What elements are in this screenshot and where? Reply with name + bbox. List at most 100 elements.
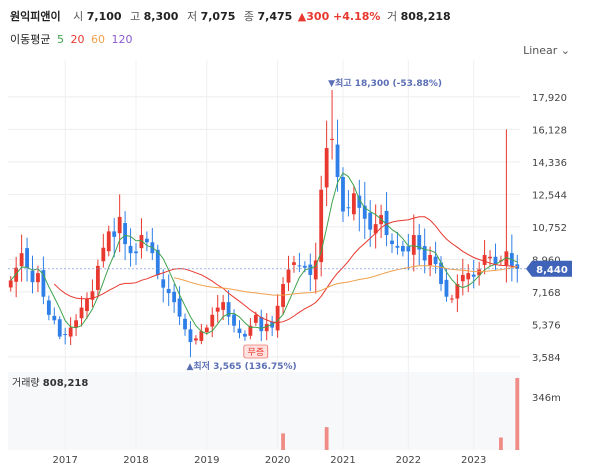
x-tick-label: 2021 bbox=[330, 455, 355, 466]
open-label: 시 bbox=[73, 10, 84, 23]
event-badge bbox=[243, 344, 269, 359]
candle-body bbox=[25, 248, 29, 268]
candle-body bbox=[357, 195, 362, 208]
candle-body bbox=[297, 265, 302, 267]
candle-body bbox=[155, 249, 160, 275]
candle-body bbox=[259, 316, 264, 332]
candle-body bbox=[264, 323, 269, 332]
ma-20: 20 bbox=[70, 33, 85, 46]
y-tick-label: 5,376 bbox=[532, 320, 561, 331]
candle-body bbox=[134, 251, 138, 254]
candle-body bbox=[400, 245, 405, 252]
candle-body bbox=[488, 256, 492, 259]
ma-120: 120 bbox=[111, 33, 133, 46]
volume-title-value: 808,218 bbox=[43, 378, 89, 389]
candle-body bbox=[161, 279, 166, 288]
candle-body bbox=[210, 314, 215, 327]
y-tick-label: 16,128 bbox=[532, 125, 567, 136]
y-tick-label: 17,920 bbox=[532, 93, 567, 104]
open-value: 7,100 bbox=[86, 10, 122, 23]
moving-average-legend[interactable]: 이동평균 5 20 60 120 bbox=[10, 31, 135, 47]
candle-body bbox=[177, 298, 182, 317]
volume-bar bbox=[499, 437, 503, 450]
candle-body bbox=[166, 288, 171, 294]
candle-body bbox=[85, 298, 89, 312]
candle-body bbox=[101, 247, 106, 262]
candle-body bbox=[139, 235, 144, 249]
candle-body bbox=[183, 318, 187, 330]
volume-value: 808,218 bbox=[400, 10, 451, 23]
candle-body bbox=[455, 284, 460, 299]
ma5-line bbox=[10, 172, 518, 335]
x-tick-label: 2023 bbox=[461, 455, 486, 466]
candle-body bbox=[41, 270, 46, 297]
quote-header: 원익피앤이 시 7,100 고 8,300 저 7,075 종 7,475 ▲3… bbox=[10, 8, 453, 24]
candle-body bbox=[308, 264, 313, 275]
low-label: 저 bbox=[186, 10, 198, 23]
candle-body bbox=[128, 245, 133, 254]
x-tick-label: 2018 bbox=[123, 455, 148, 466]
candle-body bbox=[123, 223, 128, 245]
x-tick-label: 2019 bbox=[194, 455, 219, 466]
candle-body bbox=[172, 291, 177, 303]
candle-body bbox=[406, 246, 411, 252]
candle-body bbox=[194, 338, 198, 341]
scale-label: Linear bbox=[523, 44, 558, 57]
candle-body bbox=[477, 269, 482, 276]
candle-body bbox=[450, 298, 454, 300]
volume-bar bbox=[324, 427, 329, 450]
max-price-annotation: ▼최고 18,300 (-53.88%) bbox=[328, 77, 442, 89]
current-price-label: 8,440 bbox=[536, 265, 568, 276]
candle-body bbox=[19, 253, 24, 267]
y-tick-label: 7,168 bbox=[532, 288, 561, 299]
change-value: ▲300 +4.18% bbox=[297, 10, 381, 23]
candle-body bbox=[232, 314, 236, 326]
candle-body bbox=[90, 291, 95, 300]
candle-body bbox=[95, 265, 100, 290]
candle-body bbox=[444, 279, 449, 297]
candle-body bbox=[199, 331, 204, 341]
candle-body bbox=[460, 274, 465, 282]
volume-label: 거 bbox=[386, 10, 398, 23]
candle-body bbox=[324, 147, 329, 188]
min-price-annotation: ▲최저 3,565 (136.75%) bbox=[186, 360, 296, 372]
candle-body bbox=[466, 273, 471, 280]
x-tick-label: 2017 bbox=[52, 455, 77, 466]
candle-body bbox=[482, 254, 487, 265]
low-value: 7,075 bbox=[200, 10, 236, 23]
candle-body bbox=[433, 256, 438, 265]
candle-body bbox=[346, 207, 351, 209]
candle-body bbox=[106, 231, 111, 252]
candle-body bbox=[341, 177, 345, 212]
candle-body bbox=[373, 224, 378, 234]
candle-body bbox=[292, 262, 296, 265]
candle-body bbox=[112, 231, 117, 237]
stock-name: 원익피앤이 bbox=[10, 10, 61, 23]
candle-body bbox=[243, 333, 247, 337]
chevron-down-icon: ⌄ bbox=[560, 44, 570, 57]
ma-60: 60 bbox=[90, 33, 105, 46]
candle-body bbox=[68, 327, 73, 337]
candle-body bbox=[117, 216, 122, 234]
candle-body bbox=[46, 300, 51, 315]
ma20-line bbox=[53, 216, 518, 324]
candle-body bbox=[422, 246, 427, 261]
candle-body bbox=[411, 235, 416, 255]
candle-body bbox=[188, 329, 193, 343]
candle-body bbox=[52, 315, 57, 321]
candle-body bbox=[36, 273, 40, 283]
candle-body bbox=[204, 327, 209, 333]
candle-body bbox=[428, 254, 433, 266]
scale-toggle-button[interactable]: Linear ⌄ bbox=[523, 44, 570, 57]
ma-5: 5 bbox=[56, 33, 64, 46]
candle-body bbox=[471, 274, 476, 277]
ma60-line bbox=[173, 265, 518, 296]
y-tick-label: 10,752 bbox=[532, 223, 567, 234]
candle-body bbox=[226, 302, 231, 317]
ma-title: 이동평균 bbox=[10, 33, 51, 46]
volume-title: 거래량 808,218 bbox=[12, 377, 88, 389]
candle-body bbox=[30, 270, 35, 283]
high-label: 고 bbox=[130, 10, 141, 23]
candle-body bbox=[384, 210, 389, 236]
